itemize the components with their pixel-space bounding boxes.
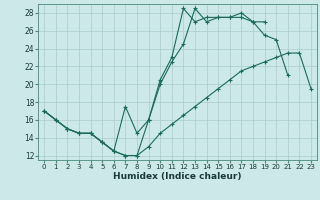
X-axis label: Humidex (Indice chaleur): Humidex (Indice chaleur): [113, 172, 242, 181]
